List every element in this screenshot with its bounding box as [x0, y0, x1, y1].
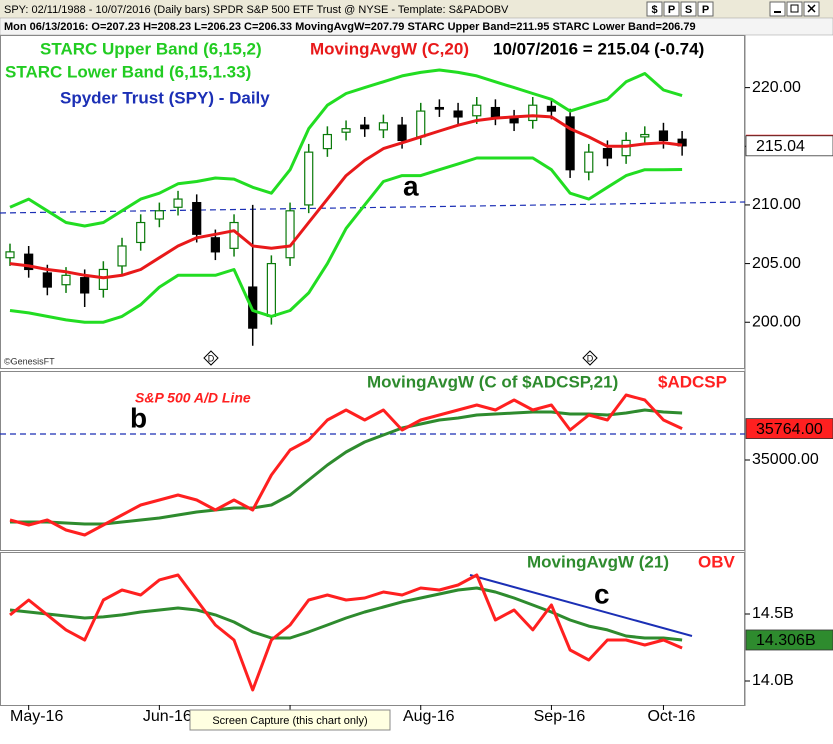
series-line: [9, 114, 683, 280]
y-tick-label: 205.00: [752, 255, 801, 272]
candle-body: [285, 210, 295, 259]
price-tag-label: 35764.00: [756, 421, 823, 438]
candle-body: [61, 274, 71, 286]
candle-body: [5, 251, 15, 259]
toolbar-button-label[interactable]: P: [702, 4, 709, 16]
x-tick-label: Aug-16: [403, 708, 455, 725]
window-icon: [807, 4, 816, 13]
candle-body: [640, 133, 650, 138]
legend-entry: MovingAvgW (C,20): [310, 39, 469, 58]
toolbar-button-label[interactable]: S: [685, 4, 692, 16]
y-tick-label: 35000.00: [752, 451, 819, 468]
chart-title: Spyder Trust (SPY) - Daily: [60, 88, 270, 107]
candle-body: [229, 221, 239, 249]
candle-body: [434, 106, 445, 110]
candle-body: [322, 133, 332, 150]
info-readout: Mon 06/13/2016: O=207.23 H=208.23 L=206.…: [4, 21, 696, 33]
candle-body: [378, 122, 388, 131]
candle-body: [42, 272, 52, 288]
candle-body: [658, 130, 669, 142]
window-button[interactable]: [769, 1, 786, 17]
tooltip: [189, 709, 391, 731]
candle-body: [136, 221, 146, 244]
x-tick-label: May-16: [10, 708, 63, 725]
price-tag: [745, 629, 833, 651]
legend-entry: STARC Lower Band (6,15,1.33): [5, 62, 251, 81]
price-tag-label: 215.04: [756, 138, 805, 155]
candle-body: [584, 151, 594, 173]
y-tick-label: 200.00: [752, 313, 801, 330]
panel-title: S&P 500 A/D Line: [135, 390, 251, 406]
candle-body: [341, 128, 351, 133]
toolbar-button[interactable]: [663, 1, 680, 17]
candle-body: [173, 198, 183, 208]
toolbar-button-label[interactable]: $: [651, 4, 657, 16]
candle-body: [528, 104, 538, 122]
price-tag: [745, 418, 833, 439]
candle-body: [304, 151, 314, 206]
candle-body: [621, 139, 631, 157]
series-line: [9, 68, 683, 228]
window-button[interactable]: [786, 1, 803, 17]
series-line: [9, 573, 683, 692]
y-tick-label: 14.0B: [752, 672, 794, 689]
annotation: a: [403, 170, 419, 201]
y-tick-label: 220.00: [752, 79, 801, 96]
candle-body: [154, 210, 164, 220]
candle-body: [565, 116, 575, 171]
candle-body: [416, 110, 426, 138]
candle-body: [546, 105, 557, 112]
annotation: c: [594, 578, 610, 609]
toolbar-button-label[interactable]: P: [668, 4, 675, 16]
series-line: [10, 408, 683, 526]
legend-entry: MovingAvgW (C of $ADCSP,21): [367, 372, 618, 391]
toolbar-button[interactable]: [646, 1, 663, 17]
candle-body: [509, 117, 519, 124]
tooltip-text: Screen Capture (this chart only): [212, 715, 367, 727]
copyright: ©GenesisFT: [4, 356, 55, 366]
window-title: SPY: 02/11/1988 - 10/07/2016 (Daily bars…: [4, 4, 509, 16]
candle-body: [397, 124, 407, 142]
series-line: [9, 586, 683, 642]
title-bar: [0, 0, 833, 18]
candle-body: [24, 253, 34, 271]
legend-entry: $ADCSP: [658, 372, 727, 391]
x-tick-label: Jun-16: [143, 708, 192, 725]
trend-line: [469, 574, 693, 637]
annotation: b: [130, 402, 147, 433]
y-tick-label: 14.5B: [752, 605, 794, 622]
dividend-marker-label: D: [587, 353, 594, 363]
toolbar-button[interactable]: [680, 1, 697, 17]
series-line: [9, 156, 683, 324]
candle-body: [117, 245, 127, 267]
candle-body: [677, 138, 687, 147]
legend-entry: STARC Upper Band (6,15,2): [40, 39, 262, 58]
x-tick-label: Sep-16: [534, 708, 586, 725]
candle-body: [192, 201, 202, 235]
window-icon: [790, 4, 799, 13]
candle-body: [80, 277, 90, 294]
candle-body: [98, 268, 108, 290]
dividend-marker: [582, 350, 598, 366]
x-tick-label: Oct-16: [647, 708, 695, 725]
dividend-marker: [203, 350, 219, 366]
series-line: [9, 393, 683, 537]
price-tag: [745, 135, 833, 157]
candle-body: [602, 148, 613, 159]
candle-body: [210, 237, 220, 253]
candle-body: [490, 106, 501, 118]
candle-body: [453, 110, 463, 118]
candle-body: [360, 124, 370, 130]
legend-entry: MovingAvgW (21): [527, 552, 669, 571]
candle-body: [472, 104, 482, 117]
legend-entry: OBV: [698, 552, 736, 571]
price-tag-label: 14.306B: [756, 632, 816, 649]
y-tick-label: 210.00: [752, 196, 801, 213]
candle-body: [266, 262, 276, 317]
dividend-marker-label: D: [208, 353, 215, 363]
readout: 10/07/2016 = 215.04 (-0.74): [493, 39, 704, 58]
toolbar-button[interactable]: [697, 1, 714, 17]
